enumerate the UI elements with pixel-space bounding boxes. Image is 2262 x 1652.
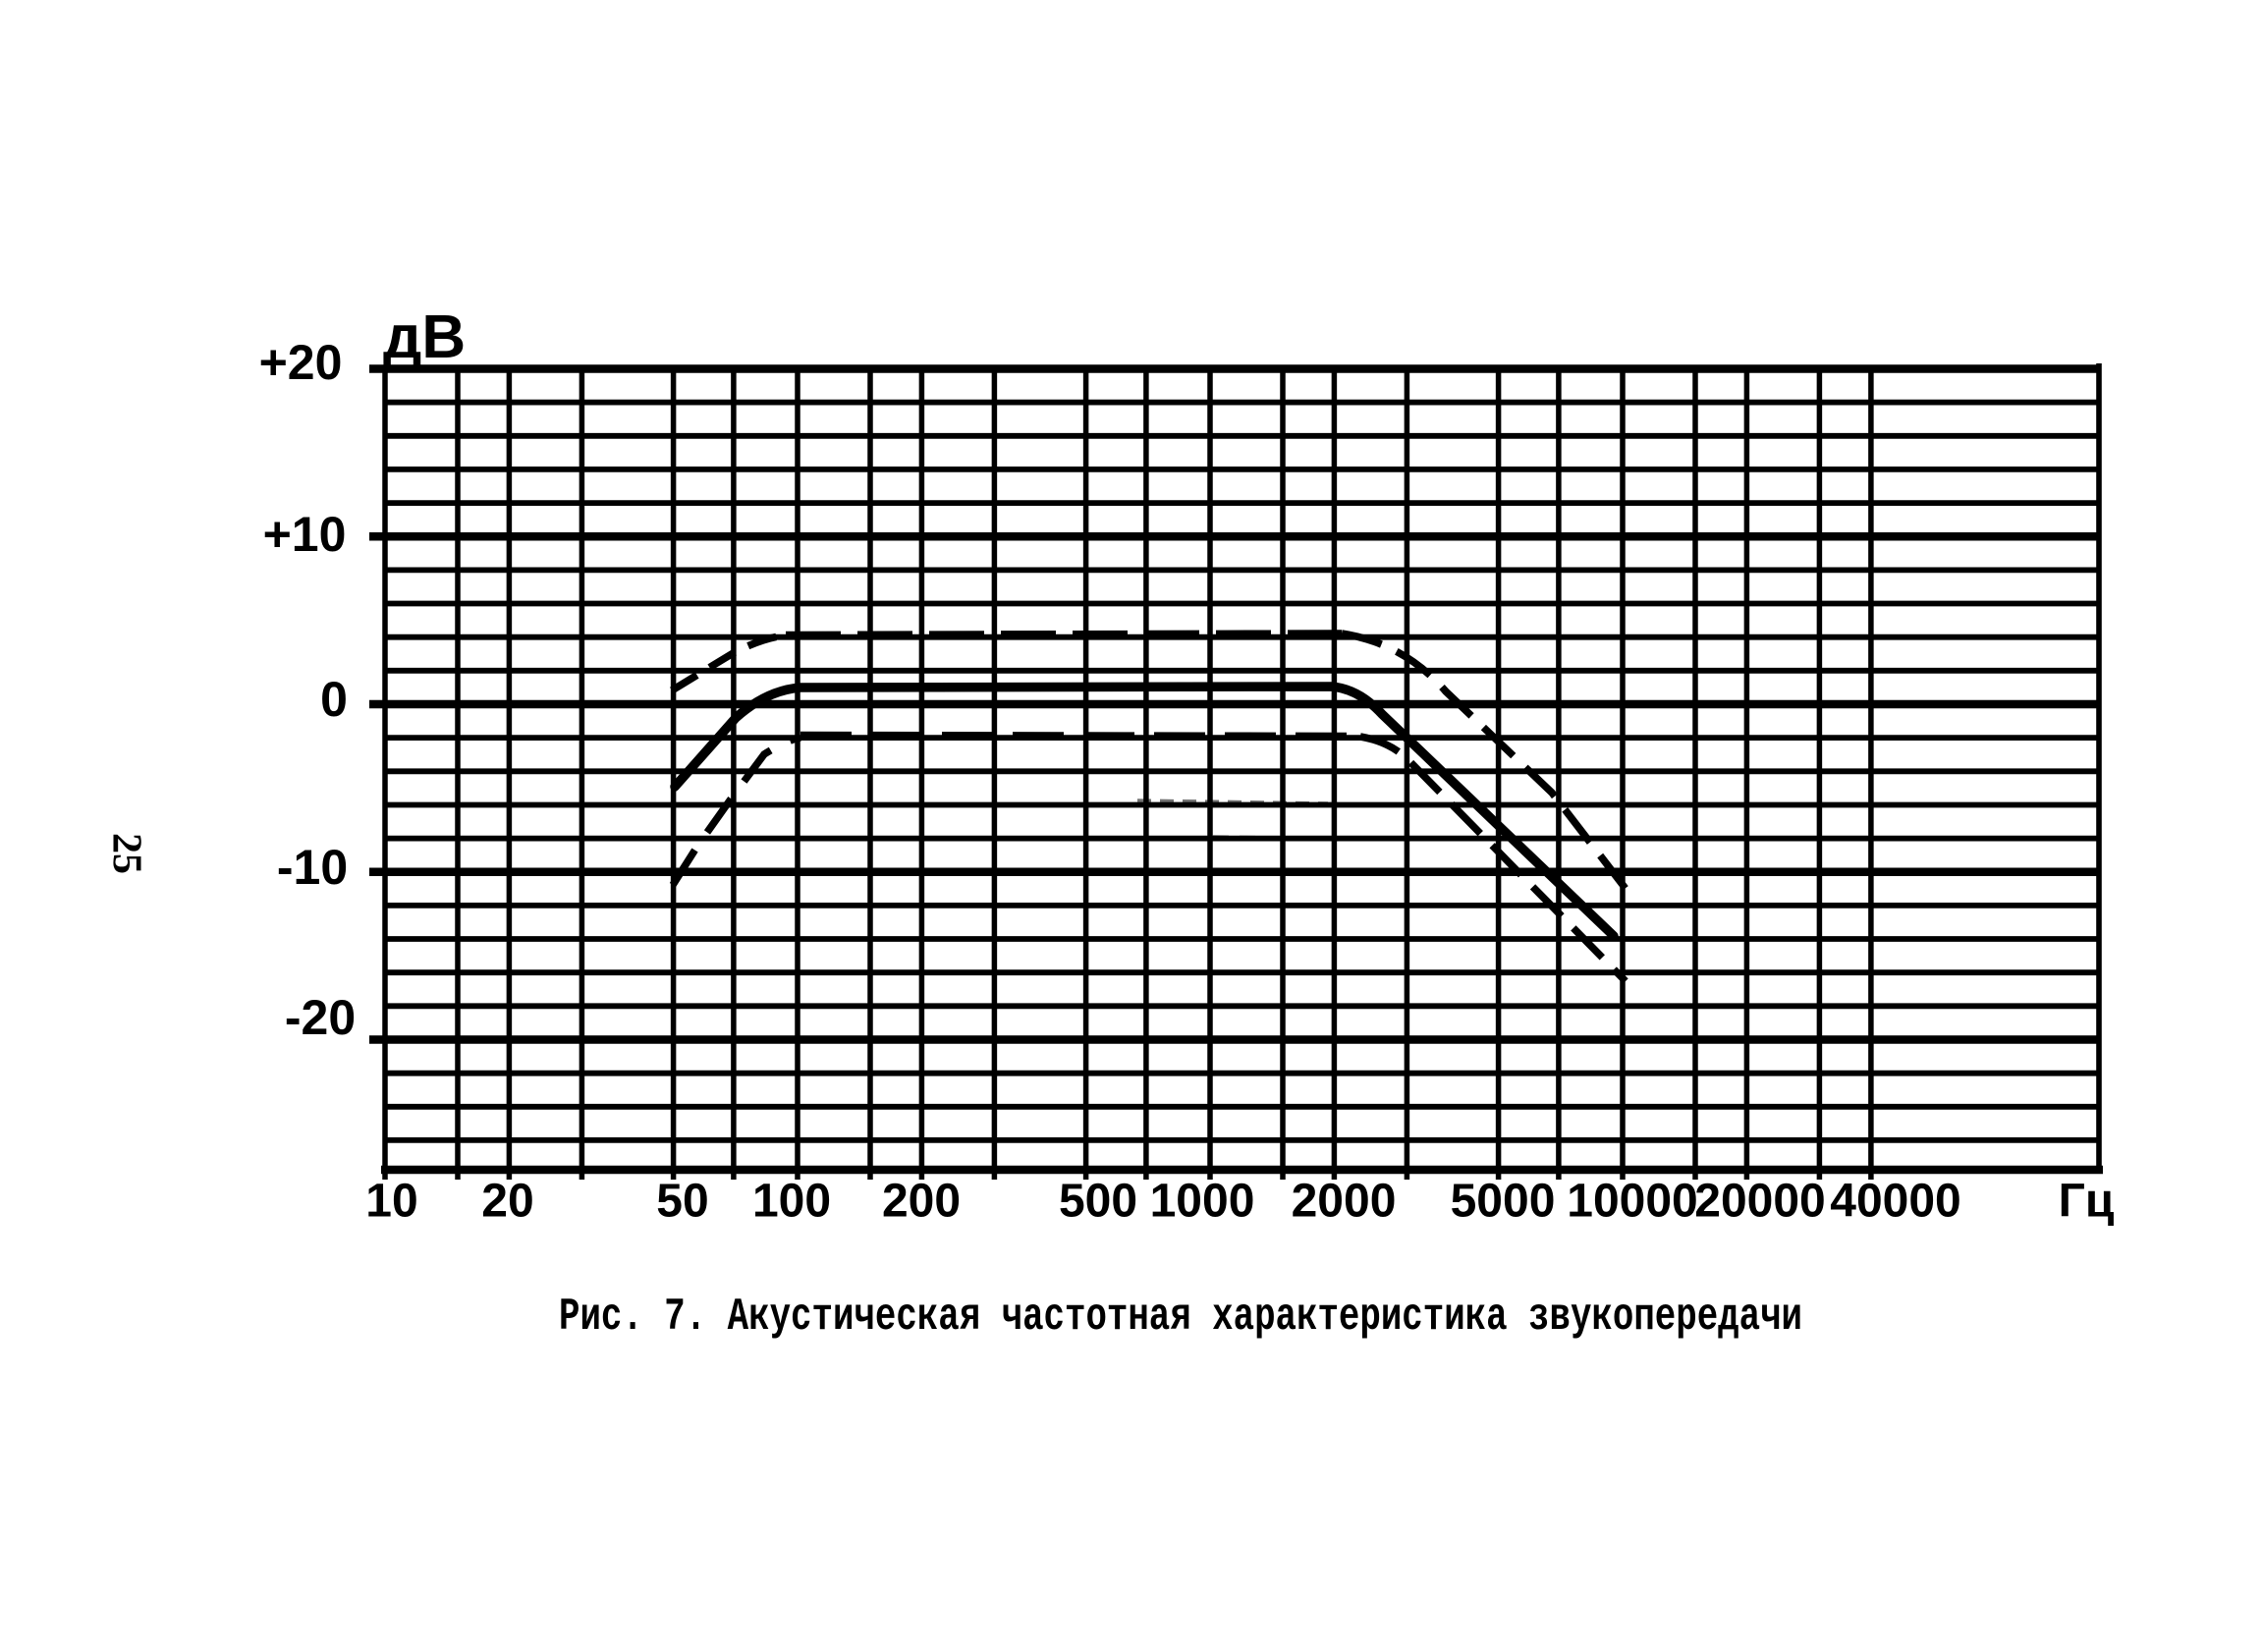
svg-text:+10: +10 — [263, 507, 347, 562]
svg-text:25: 25 — [103, 833, 148, 874]
svg-text:20: 20 — [481, 1176, 533, 1228]
svg-text:20000: 20000 — [1694, 1176, 1825, 1228]
svg-text:10: 10 — [365, 1176, 417, 1228]
svg-text:5000: 5000 — [1451, 1176, 1556, 1228]
svg-text:2000: 2000 — [1292, 1176, 1397, 1228]
svg-text:Гц: Гц — [2059, 1176, 2115, 1228]
svg-text:10000: 10000 — [1567, 1176, 1697, 1228]
svg-text:500: 500 — [1059, 1176, 1137, 1228]
svg-text:+20: +20 — [259, 335, 343, 390]
svg-text:40000: 40000 — [1830, 1176, 1960, 1228]
svg-text:-20: -20 — [285, 990, 356, 1045]
svg-text:1000: 1000 — [1150, 1176, 1255, 1228]
svg-text:-10: -10 — [277, 840, 348, 895]
svg-text:50: 50 — [656, 1176, 708, 1228]
svg-text:100: 100 — [752, 1176, 831, 1228]
svg-text:200: 200 — [882, 1176, 961, 1228]
svg-text:дВ: дВ — [383, 303, 466, 371]
svg-text:0: 0 — [320, 672, 348, 727]
svg-text:Рис. 7. Акустическая частотная: Рис. 7. Акустическая частотная характери… — [559, 1292, 1802, 1343]
